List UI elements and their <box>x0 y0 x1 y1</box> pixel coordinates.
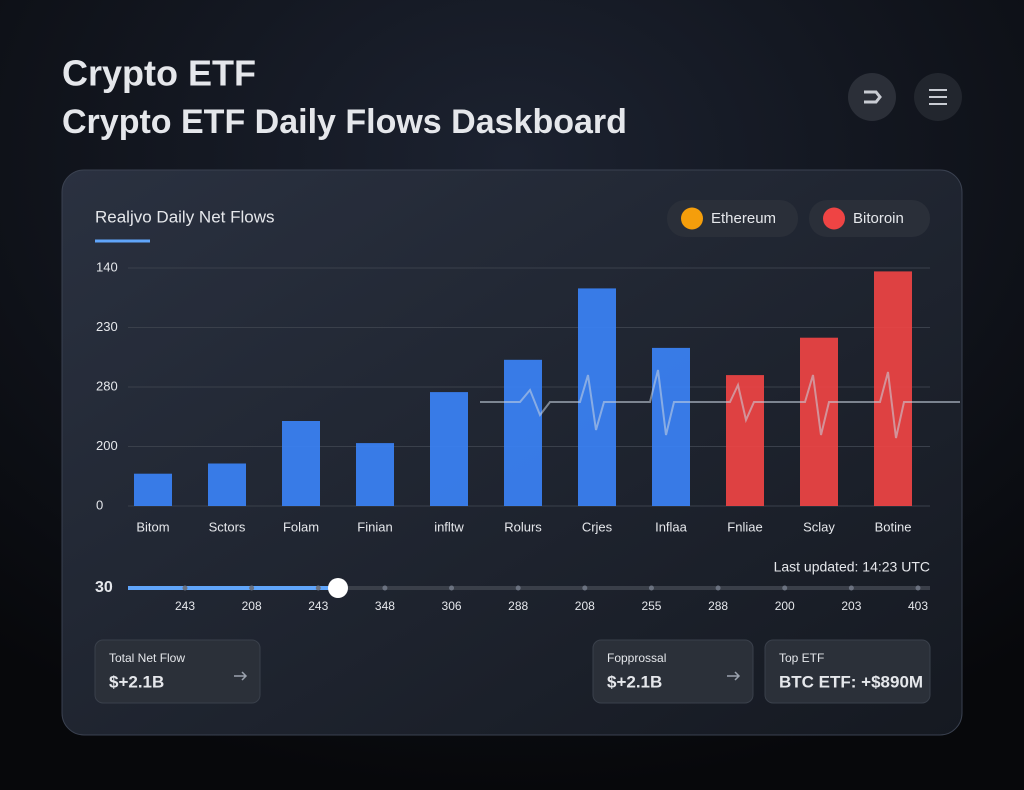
legend-icon <box>681 207 703 230</box>
x-tick-label: Inflaa <box>655 519 688 534</box>
x-tick-label: Bitom <box>136 519 169 534</box>
slider-tick-label: 243 <box>308 599 328 613</box>
slider-tick-label: 203 <box>841 599 861 613</box>
slider-label: 30 <box>95 579 113 596</box>
stat-card <box>94 639 261 704</box>
link-icon <box>864 90 882 104</box>
bar <box>208 463 246 506</box>
slider-dot <box>782 585 788 591</box>
y-tick-label: 200 <box>96 438 118 453</box>
x-tick-label: Sctors <box>209 519 246 534</box>
card-label: Top ETF <box>779 651 824 665</box>
slider-dot <box>582 585 588 591</box>
slider-dot <box>648 585 654 591</box>
slider-tick-label: 200 <box>775 599 795 613</box>
plot: 140 230 280 200 0 Bitom Sctors Folam Finian inflt… <box>96 259 930 534</box>
y-tick-label: 280 <box>96 378 118 393</box>
bar <box>430 392 468 506</box>
menu-icon <box>929 89 947 105</box>
card-arrow <box>727 671 741 681</box>
y-tick-label: 0 <box>96 497 103 512</box>
slider-dot <box>449 585 455 591</box>
legend-pill <box>667 200 798 237</box>
x-tick-label: Sclay <box>803 519 835 534</box>
slider-thumb[interactable] <box>328 578 348 598</box>
last-updated: Last updated: 14:23 UTC <box>774 559 930 575</box>
stat-card <box>764 639 931 704</box>
y-tick-label: 230 <box>96 319 118 334</box>
slider-dot <box>715 585 721 591</box>
slider-dot <box>515 585 521 591</box>
legend-label: Ethereum <box>711 210 776 227</box>
y-tick-label: 140 <box>96 259 118 274</box>
card-label: Fopprossal <box>607 651 666 665</box>
legend: Ethereum Bitoroin <box>667 200 930 237</box>
slider-dot <box>382 585 388 591</box>
x-tick-label: infltw <box>434 519 464 534</box>
page-title: Crypto ETF <box>62 53 256 94</box>
slider-tick-label: 288 <box>508 599 528 613</box>
slider-tick-label: 208 <box>242 599 262 613</box>
legend-label: Bitoroin <box>853 210 904 227</box>
bar <box>504 359 542 506</box>
card-value: $+2.1B <box>109 672 164 691</box>
bar <box>874 271 912 506</box>
bar <box>578 288 616 506</box>
x-tick-label: Crjes <box>582 519 613 534</box>
bar <box>282 421 320 506</box>
slider-dot <box>848 585 854 591</box>
x-tick-label: Fnliae <box>727 519 762 534</box>
card-label: Total Net Flow <box>109 651 185 665</box>
card-arrow <box>234 671 248 681</box>
bar <box>134 473 172 506</box>
slider-tick-label: 306 <box>442 599 462 613</box>
x-tick-label: Folam <box>283 519 319 534</box>
slider-dot <box>915 585 921 591</box>
stat-card <box>592 639 754 704</box>
bar <box>726 375 764 506</box>
x-tick-label: Botine <box>875 519 912 534</box>
slider-tick-label: 243 <box>175 599 195 613</box>
slider-tick-label: 403 <box>908 599 928 613</box>
link-button[interactable] <box>848 73 896 121</box>
x-tick-label: Finian <box>357 519 392 534</box>
bar <box>356 443 394 506</box>
card-value: BTC ETF: +$890M <box>779 672 923 691</box>
cards: Total Net Flow $+2.1B Fopprossal $+2.1B Top … <box>94 639 931 704</box>
slider-tick-label: 348 <box>375 599 395 613</box>
slider-tick-label: 208 <box>575 599 595 613</box>
x-tick-label: Rolurs <box>504 519 542 534</box>
slider-tick-label: 255 <box>641 599 661 613</box>
card-value: $+2.1B <box>607 672 662 691</box>
legend-icon <box>823 207 845 230</box>
waveform <box>480 369 960 439</box>
slider-dot <box>249 585 255 591</box>
slider-dot <box>315 585 321 591</box>
slider-dot <box>182 585 188 591</box>
chart-title: Realjvo Daily Net Flows <box>95 207 275 226</box>
slider-tick-label: 288 <box>708 599 728 613</box>
page-subtitle: Crypto ETF Daily Flows Daskboard <box>62 103 627 141</box>
